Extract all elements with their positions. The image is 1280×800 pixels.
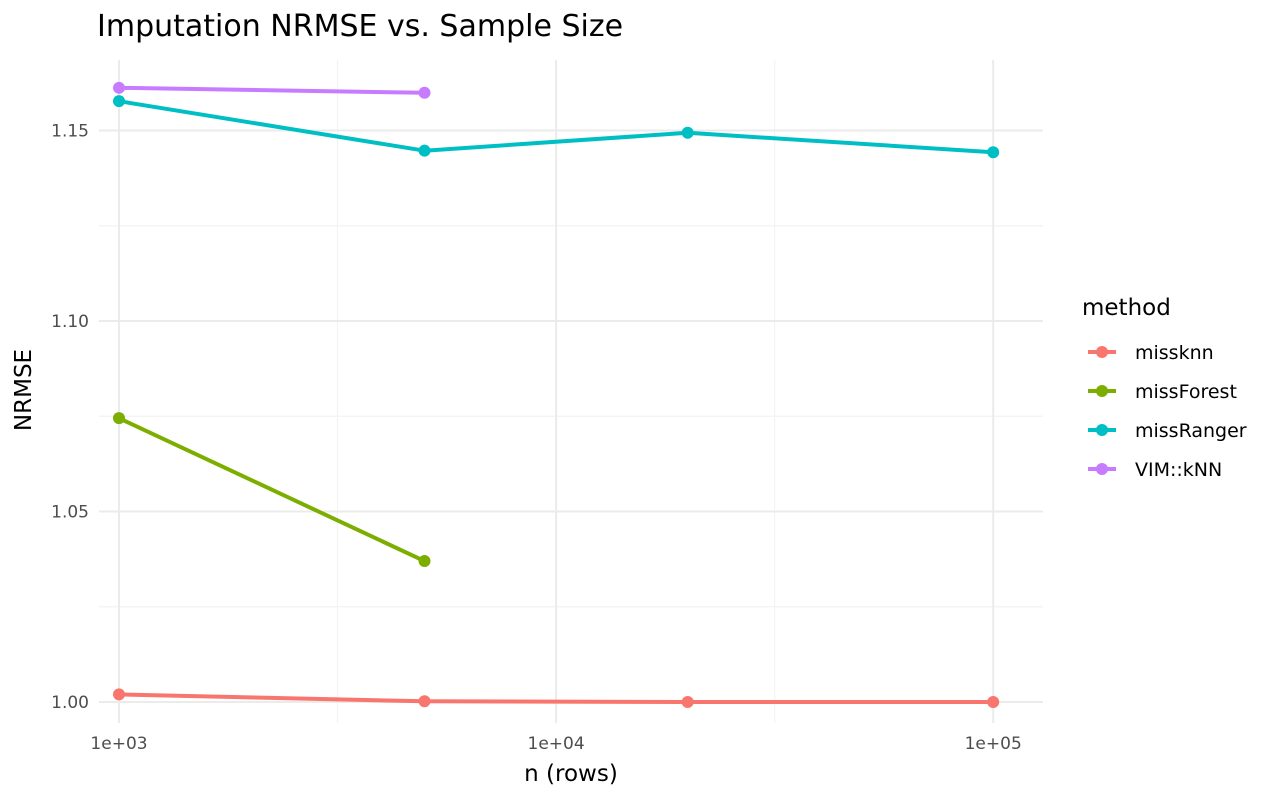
chart-title: Imputation NRMSE vs. Sample Size (97, 9, 623, 44)
legend-item-missforest: missForest (1088, 381, 1237, 403)
x-tick-label: 1e+04 (528, 734, 585, 754)
legend-label: missknn (1135, 342, 1214, 364)
data-point-vim-knn (418, 86, 431, 99)
data-point-missforest (418, 555, 431, 568)
data-point-missranger (681, 126, 694, 139)
legend-key-point (1096, 385, 1108, 397)
y-tick-label: 1.05 (51, 503, 89, 523)
series-line-missforest (118, 416, 426, 563)
series-missranger (113, 95, 1000, 159)
plot-area (113, 81, 1000, 709)
series-line-missknn (118, 692, 994, 704)
x-tick-label: 1e+05 (965, 734, 1022, 754)
x-tick-label: 1e+03 (90, 734, 147, 754)
series-missknn (113, 688, 1000, 709)
axis-ticks: 1.00 1.05 1.10 1.15 1e+03 1e+04 1e+05 (51, 121, 1022, 754)
legend-key-point (1096, 346, 1108, 358)
x-axis-label: n (rows) (524, 761, 618, 787)
data-point-missranger (113, 95, 126, 108)
series-line-vim-knn (118, 85, 425, 95)
data-point-missknn (418, 695, 431, 708)
data-point-vim-knn (113, 81, 126, 94)
y-tick-label: 1.00 (51, 693, 89, 713)
data-point-missknn (681, 696, 694, 709)
legend-item-missknn: missknn (1088, 342, 1214, 364)
legend-key-point (1096, 424, 1108, 436)
data-point-missranger (987, 146, 1000, 159)
legend-title: method (1082, 295, 1171, 321)
y-axis-label: NRMSE (11, 349, 37, 431)
legend-key-point (1096, 463, 1108, 475)
y-tick-label: 1.15 (51, 121, 89, 141)
legend-label: VIM::kNN (1135, 459, 1222, 481)
grid (99, 60, 1043, 723)
legend-item-missranger: missRanger (1088, 420, 1247, 442)
y-tick-label: 1.10 (51, 312, 89, 332)
legend-label: missRanger (1135, 420, 1247, 442)
data-point-missranger (418, 144, 431, 157)
series-line-missranger (118, 99, 994, 155)
data-point-missknn (987, 696, 1000, 709)
legend-label: missForest (1135, 381, 1237, 403)
series-vim-knn (113, 81, 431, 99)
series-missforest (113, 412, 431, 568)
legend-item-vim-knn: VIM::kNN (1088, 459, 1222, 481)
data-point-missforest (113, 412, 126, 425)
legend: method missknnmissForestmissRangerVIM::k… (1082, 295, 1247, 481)
data-point-missknn (113, 688, 126, 701)
